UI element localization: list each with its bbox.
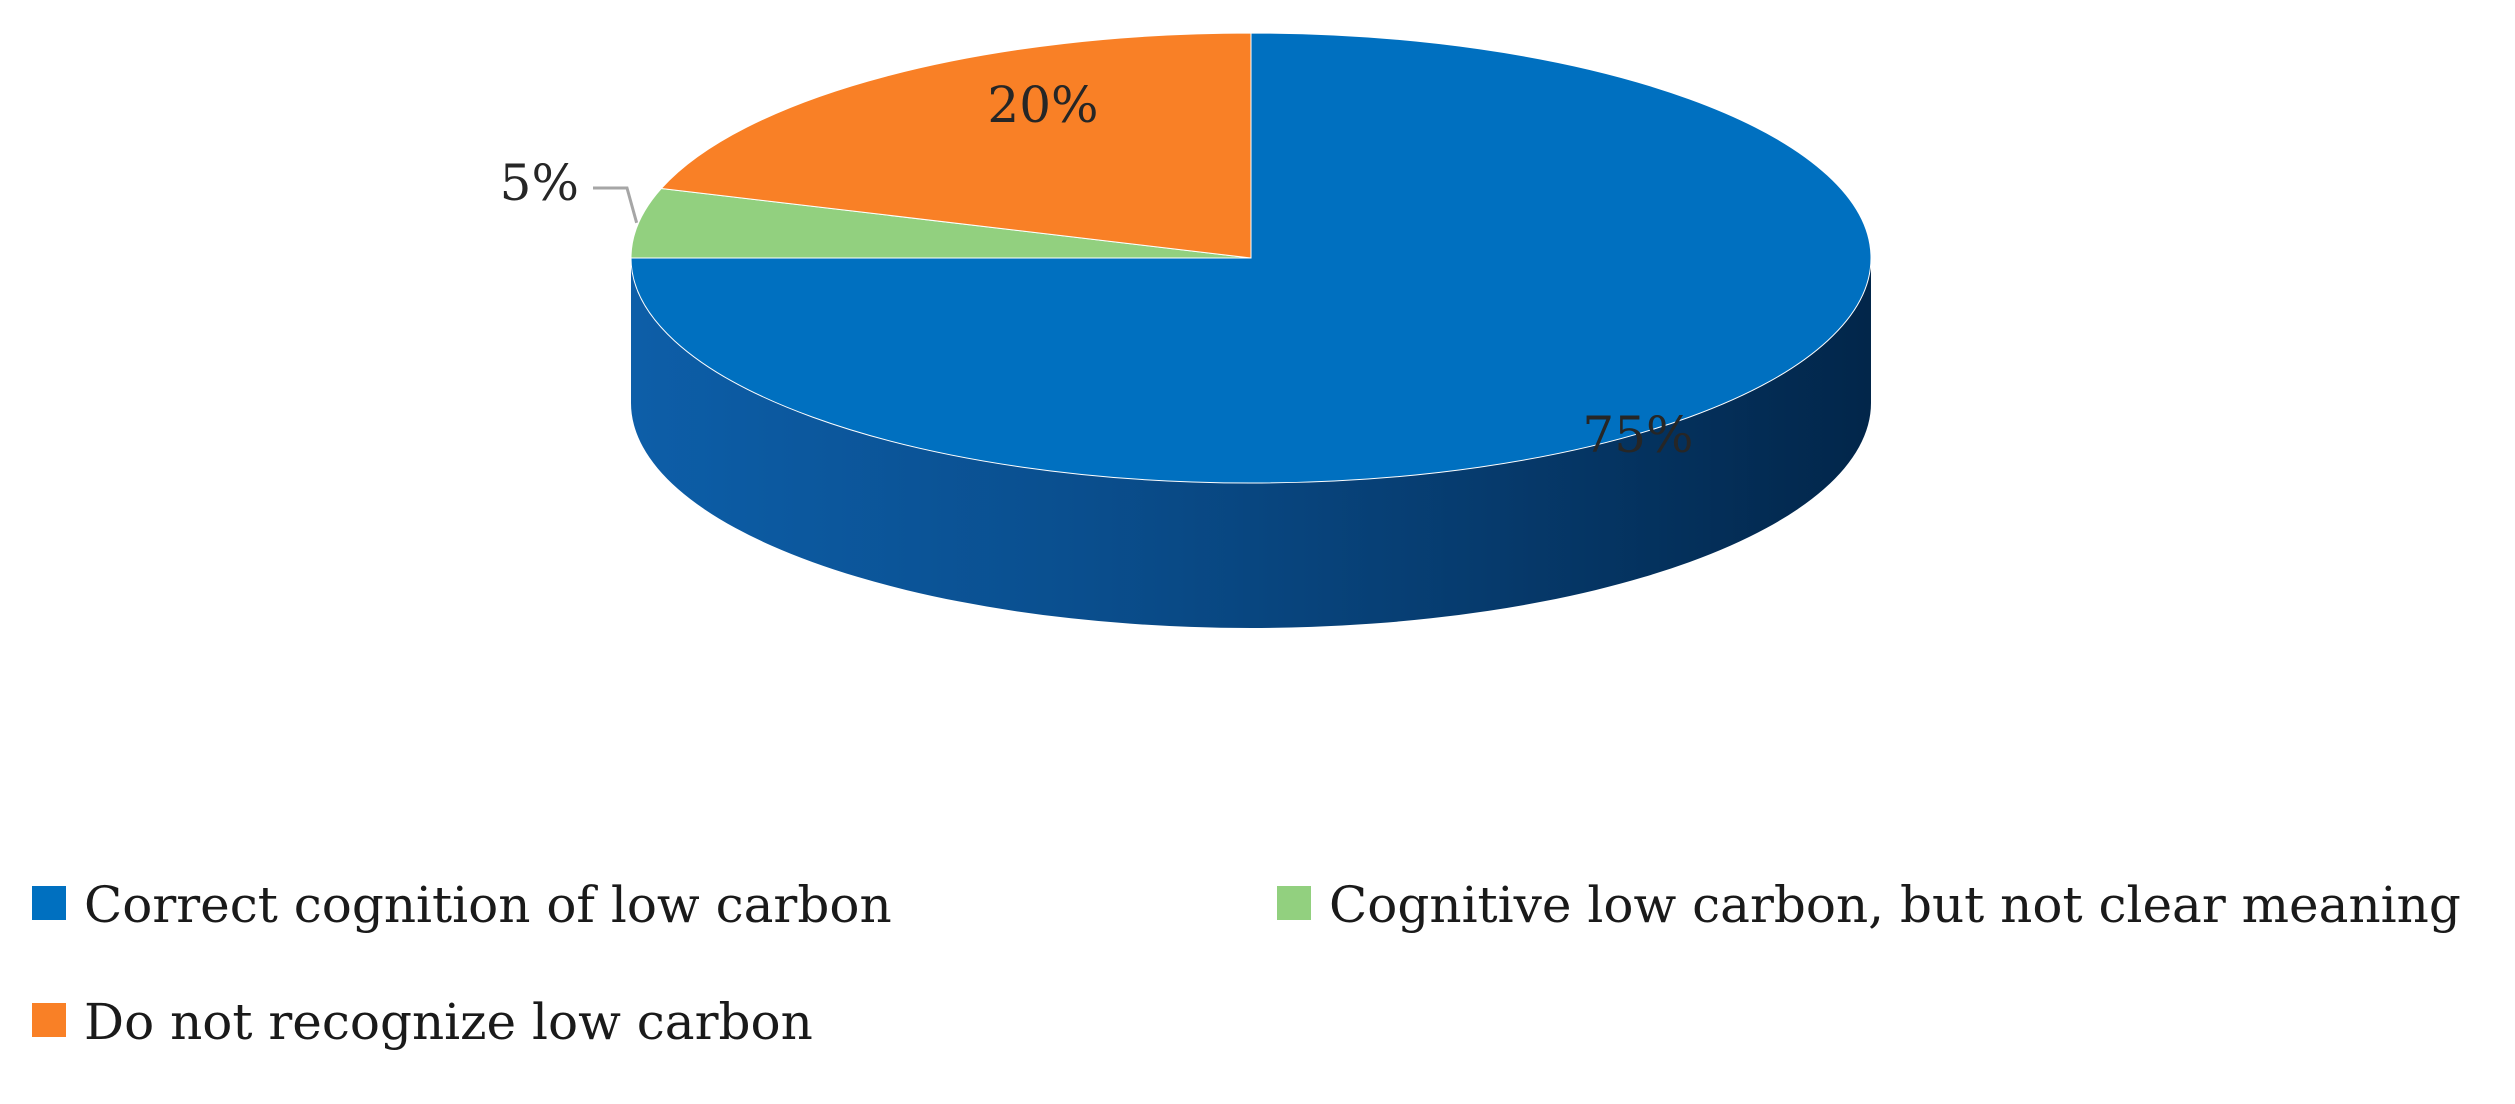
data-label-cognitive-low-carbon-but-not-clear-meaning: 5% <box>500 154 579 212</box>
legend-item-correct-cognition-of-low-carbon: Correct cognition of low carbon <box>32 876 892 934</box>
legend-swatch-cognitive-low-carbon-but-not-clear-meaning <box>1277 886 1311 920</box>
leader-line-cognitive-low-carbon-but-not-clear-meaning <box>593 186 639 224</box>
leader-lines <box>593 186 639 224</box>
legend-label-do-not-recognize-low-carbon: Do not recognize low carbon <box>84 993 813 1051</box>
pie-top-faces <box>630 32 1872 484</box>
data-labels: 75% 5% 20% <box>500 76 1694 464</box>
side-wall-correct-cognition-of-low-carbon <box>631 258 1871 628</box>
slice-do-not-recognize-low-carbon <box>660 32 1252 259</box>
legend-item-cognitive-low-carbon-but-not-clear-meaning: Cognitive low carbon, but not clear mean… <box>1277 876 2461 934</box>
legend-swatch-do-not-recognize-low-carbon <box>32 1003 66 1037</box>
legend: Correct cognition of low carbon Cognitive… <box>32 876 2461 1051</box>
legend-label-cognitive-low-carbon-but-not-clear-meaning: Cognitive low carbon, but not clear mean… <box>1329 876 2461 934</box>
legend-item-do-not-recognize-low-carbon: Do not recognize low carbon <box>32 993 813 1051</box>
legend-label-correct-cognition-of-low-carbon: Correct cognition of low carbon <box>84 876 892 934</box>
data-label-correct-cognition-of-low-carbon: 75% <box>1582 406 1693 464</box>
legend-swatch-correct-cognition-of-low-carbon <box>32 886 66 920</box>
data-label-do-not-recognize-low-carbon: 20% <box>987 76 1098 134</box>
slice-cognitive-low-carbon-but-not-clear-meaning <box>630 187 1252 259</box>
pie-side-walls <box>631 258 1871 628</box>
